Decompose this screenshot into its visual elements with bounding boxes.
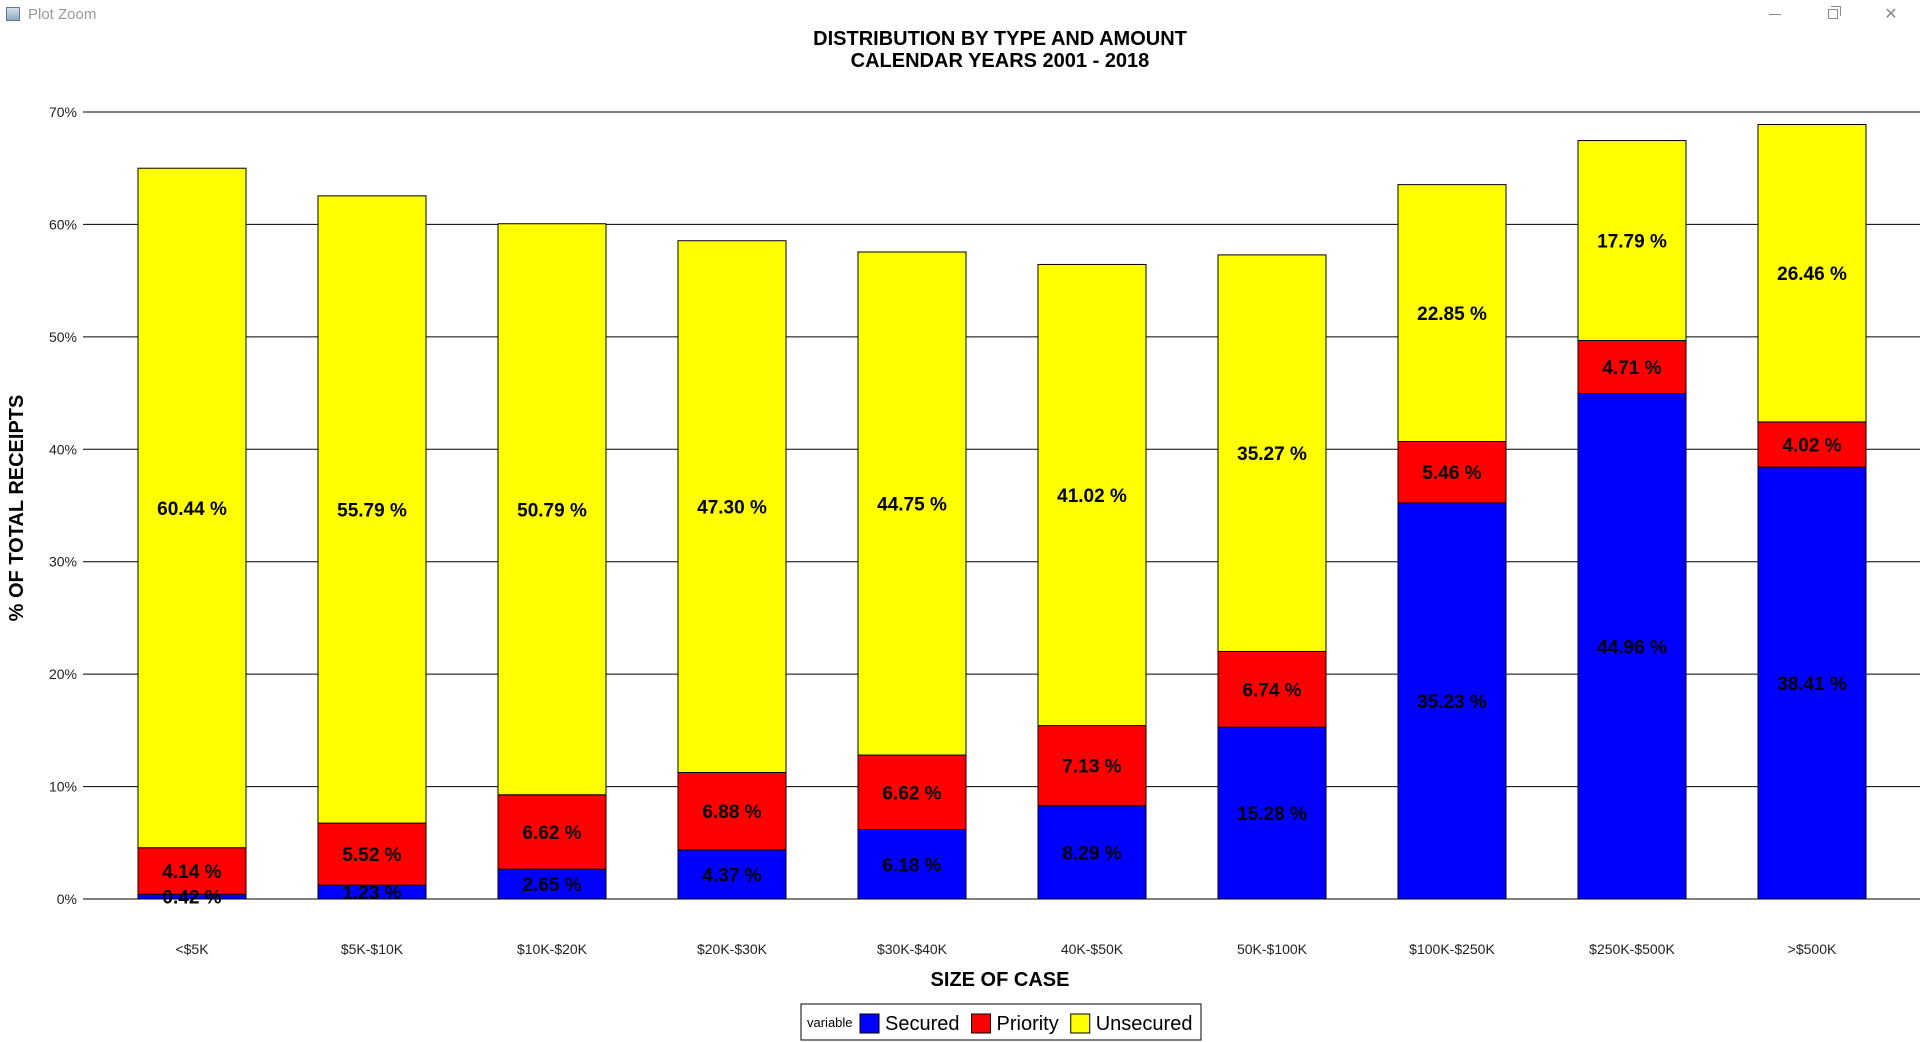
data-label: 55.79 % [337, 500, 407, 521]
bar-segment [1037, 725, 1147, 807]
data-label: 0.42 % [162, 888, 221, 909]
legend-title: variable [807, 1015, 853, 1030]
bar-segment [857, 754, 967, 831]
stacked-bar-chart: DISTRIBUTION BY TYPE AND AMOUNT CALENDAR… [6, 28, 1920, 1041]
y-tick-label: 20% [49, 666, 77, 682]
bar-segment [1397, 184, 1507, 443]
data-label: 38.41 % [1777, 674, 1847, 695]
y-tick-label: 70% [49, 104, 77, 120]
app-icon [6, 7, 20, 21]
data-label: 44.96 % [1597, 637, 1667, 658]
data-label: 4.37 % [702, 865, 761, 886]
restore-button[interactable] [1804, 0, 1862, 28]
window-title: Plot Zoom [28, 5, 97, 23]
bar-segment [497, 794, 607, 870]
legend-label: Secured [885, 1013, 960, 1035]
data-label: 2.65 % [522, 875, 581, 896]
data-label: 4.14 % [162, 862, 221, 883]
data-label: 4.02 % [1782, 436, 1841, 457]
bar-segment [1757, 466, 1867, 900]
x-tick-label: $30K-$40K [877, 941, 948, 957]
data-label: 26.46 % [1777, 264, 1847, 285]
x-axis-ticks: <$5K $5K-$10K $10K-$20K $20K-$30K $30K-$40K 4… [175, 941, 1837, 957]
bar-segment [317, 195, 427, 824]
bar-segment [1577, 393, 1687, 900]
bars [137, 123, 1867, 900]
window-controls: ✕ [1746, 0, 1920, 28]
x-tick-label: $250K-$500K [1589, 941, 1675, 957]
data-label: 5.52 % [342, 845, 401, 866]
close-button[interactable]: ✕ [1862, 0, 1920, 28]
bar-segment [497, 223, 607, 796]
y-tick-label: 10% [49, 779, 77, 795]
bar-segment [1577, 340, 1687, 395]
data-label: 41.02 % [1057, 486, 1127, 507]
minimize-button[interactable] [1746, 0, 1804, 28]
data-label: 6.74 % [1242, 680, 1301, 701]
bar-segment [677, 772, 787, 851]
bar-segment [857, 829, 967, 900]
legend-label: Priority [997, 1013, 1059, 1035]
bar-segment [857, 251, 967, 756]
data-label: 5.46 % [1422, 463, 1481, 484]
y-tick-label: 60% [49, 216, 77, 232]
x-tick-label: $100K-$250K [1409, 941, 1495, 957]
bar-segment [1217, 726, 1327, 900]
bar-segment [1037, 263, 1147, 727]
x-tick-label: 40K-$50K [1061, 941, 1124, 957]
y-tick-label: 50% [49, 329, 77, 345]
data-label: 6.62 % [522, 823, 581, 844]
bar-segment [137, 167, 247, 849]
data-label: 60.44 % [157, 499, 227, 520]
chart-title: DISTRIBUTION BY TYPE AND AMOUNT [813, 28, 1187, 50]
data-label: 6.88 % [702, 802, 761, 823]
legend: variable Secured Priority Unsecured [800, 1003, 1202, 1041]
data-label: 17.79 % [1597, 232, 1667, 253]
x-tick-label: $5K-$10K [341, 941, 404, 957]
y-axis-ticks: 0% 10% 20% 30% 40% 50% 60% 70% [49, 104, 77, 907]
y-tick-label: 0% [57, 891, 77, 907]
window-titlebar: Plot Zoom ✕ [0, 0, 1920, 28]
data-label: 8.29 % [1062, 843, 1121, 864]
legend-label: Unsecured [1096, 1013, 1193, 1035]
data-labels: 0.42 % 4.14 % 60.44 % 1.23 % 5.52 % 55.79 % 2.… [157, 232, 1847, 909]
data-label: 7.13 % [1062, 757, 1121, 778]
close-icon: ✕ [1884, 6, 1898, 23]
bar-segment [497, 868, 607, 900]
bar-segment [1217, 650, 1327, 728]
x-axis-label: SIZE OF CASE [931, 969, 1070, 991]
bar-segment [1217, 254, 1327, 652]
data-label: 47.30 % [697, 498, 767, 519]
data-label: 6.18 % [882, 855, 941, 876]
legend-swatch [1070, 1013, 1091, 1034]
bar-segment [1037, 805, 1147, 900]
y-tick-label: 40% [49, 441, 77, 457]
data-label: 6.62 % [882, 783, 941, 804]
bar-segment [1397, 502, 1507, 900]
bar-segment [1757, 123, 1867, 423]
bar-segment [677, 240, 787, 774]
y-tick-label: 30% [49, 554, 77, 570]
x-tick-label: 50K-$100K [1237, 941, 1308, 957]
chart-subtitle: CALENDAR YEARS 2001 - 2018 [851, 50, 1150, 72]
x-tick-label: $20K-$30K [697, 941, 768, 957]
data-label: 1.23 % [342, 883, 401, 904]
data-label: 44.75 % [877, 495, 947, 516]
legend-swatch [971, 1013, 991, 1034]
data-label: 35.27 % [1237, 444, 1307, 465]
x-tick-label: <$5K [175, 941, 209, 957]
bar-segment [317, 822, 427, 886]
legend-swatch [859, 1013, 880, 1034]
data-label: 50.79 % [517, 500, 587, 521]
data-label: 35.23 % [1417, 692, 1487, 713]
bar-segment [1577, 140, 1687, 342]
minimize-icon [1769, 13, 1781, 15]
data-label: 4.71 % [1602, 358, 1661, 379]
x-tick-label: $10K-$20K [517, 941, 588, 957]
data-label: 15.28 % [1237, 804, 1307, 825]
x-tick-label: >$500K [1788, 941, 1837, 957]
data-label: 22.85 % [1417, 304, 1487, 325]
restore-icon [1828, 6, 1841, 19]
y-axis-label: % OF TOTAL RECEIPTS [6, 395, 28, 622]
